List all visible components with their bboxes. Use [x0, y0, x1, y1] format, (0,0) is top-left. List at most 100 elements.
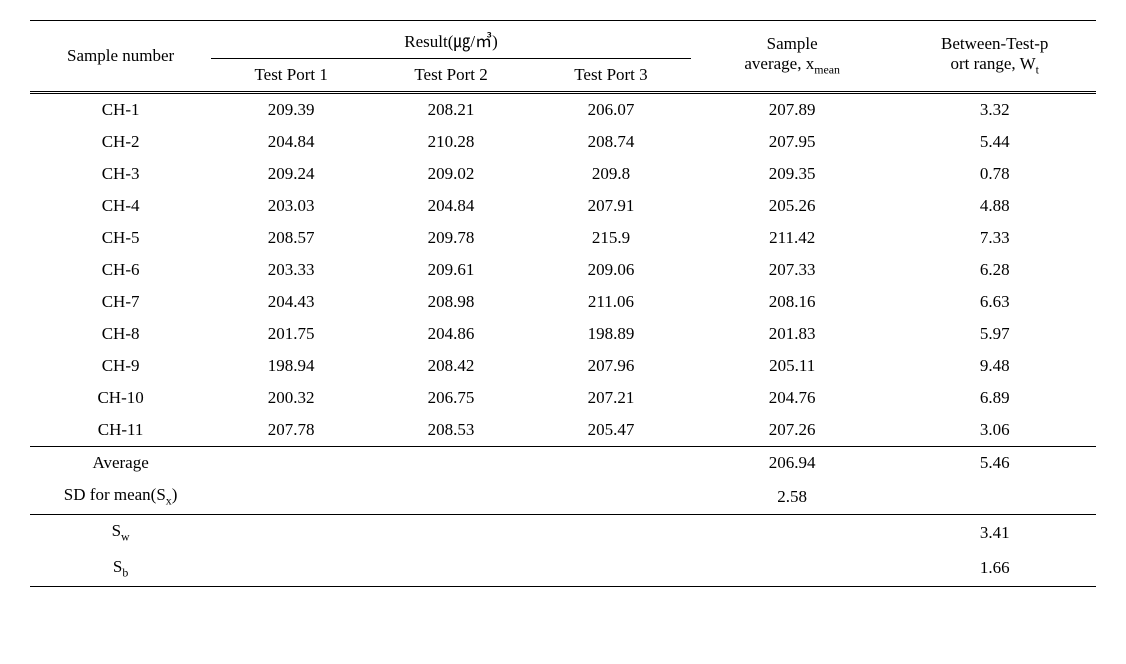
cell-avg: 211.42 — [691, 222, 894, 254]
header-result-group: Result(㎍/㎥) — [211, 21, 691, 59]
cell-port1: 209.24 — [211, 158, 371, 190]
cell-port3: 211.06 — [531, 286, 691, 318]
header-between-line2-pre: ort range, W — [950, 54, 1035, 73]
cell-avg: 208.16 — [691, 286, 894, 318]
summary-sb-value: 1.66 — [893, 551, 1096, 587]
table-header: Sample number Result(㎍/㎥) Sample average… — [30, 21, 1096, 93]
summary-sw-label-pre: S — [112, 521, 121, 540]
table-summary: Average 206.94 5.46 SD for mean(Sx) 2.58… — [30, 447, 1096, 587]
cell-sample: CH-6 — [30, 254, 211, 286]
cell-port1: 204.84 — [211, 126, 371, 158]
cell-port1: 198.94 — [211, 350, 371, 382]
cell-avg: 207.33 — [691, 254, 894, 286]
cell-port2: 208.21 — [371, 93, 531, 127]
cell-port2: 206.75 — [371, 382, 531, 414]
summary-sd-label-post: ) — [172, 485, 178, 504]
cell-range: 3.06 — [893, 414, 1096, 447]
cell-sample: CH-1 — [30, 93, 211, 127]
cell-port3: 206.07 — [531, 93, 691, 127]
table-row: CH-6203.33209.61209.06207.336.28 — [30, 254, 1096, 286]
cell-range: 3.32 — [893, 93, 1096, 127]
cell-sample: CH-8 — [30, 318, 211, 350]
header-sample-average-line2-pre: average, x — [744, 54, 814, 73]
summary-sd-label: SD for mean(Sx) — [30, 479, 211, 515]
cell-port2: 204.84 — [371, 190, 531, 222]
cell-sample: CH-10 — [30, 382, 211, 414]
header-sample-number: Sample number — [30, 21, 211, 93]
header-between-range: Between-Test-p ort range, Wt — [893, 21, 1096, 93]
summary-average-range: 5.46 — [893, 447, 1096, 480]
cell-range: 6.28 — [893, 254, 1096, 286]
cell-port3: 207.96 — [531, 350, 691, 382]
table-row: CH-8201.75204.86198.89201.835.97 — [30, 318, 1096, 350]
cell-port3: 207.91 — [531, 190, 691, 222]
cell-range: 0.78 — [893, 158, 1096, 190]
table-row: CH-7204.43208.98211.06208.166.63 — [30, 286, 1096, 318]
cell-port2: 209.02 — [371, 158, 531, 190]
cell-port2: 208.53 — [371, 414, 531, 447]
summary-sb-label-sub: b — [122, 565, 128, 579]
header-between-line1: Between-Test-p — [941, 34, 1048, 53]
cell-port3: 209.8 — [531, 158, 691, 190]
cell-port2: 209.78 — [371, 222, 531, 254]
table-row: CH-2204.84210.28208.74207.955.44 — [30, 126, 1096, 158]
cell-avg: 209.35 — [691, 158, 894, 190]
cell-range: 5.97 — [893, 318, 1096, 350]
cell-sample: CH-7 — [30, 286, 211, 318]
cell-range: 4.88 — [893, 190, 1096, 222]
summary-sw-label-sub: w — [121, 530, 130, 544]
table-row: CH-3209.24209.02209.8209.350.78 — [30, 158, 1096, 190]
cell-range: 7.33 — [893, 222, 1096, 254]
cell-sample: CH-9 — [30, 350, 211, 382]
header-test-port-2: Test Port 2 — [371, 59, 531, 93]
cell-port2: 208.98 — [371, 286, 531, 318]
cell-range: 5.44 — [893, 126, 1096, 158]
cell-port3: 208.74 — [531, 126, 691, 158]
cell-range: 9.48 — [893, 350, 1096, 382]
cell-port2: 204.86 — [371, 318, 531, 350]
data-table: Sample number Result(㎍/㎥) Sample average… — [30, 20, 1096, 587]
cell-port3: 209.06 — [531, 254, 691, 286]
table-row: CH-9198.94208.42207.96205.119.48 — [30, 350, 1096, 382]
cell-sample: CH-11 — [30, 414, 211, 447]
cell-port3: 215.9 — [531, 222, 691, 254]
table-row: CH-4203.03204.84207.91205.264.88 — [30, 190, 1096, 222]
cell-sample: CH-5 — [30, 222, 211, 254]
cell-port3: 207.21 — [531, 382, 691, 414]
header-sample-average: Sample average, xmean — [691, 21, 894, 93]
cell-port2: 208.42 — [371, 350, 531, 382]
summary-sb-label: Sb — [30, 551, 211, 587]
cell-avg: 207.95 — [691, 126, 894, 158]
header-test-port-3: Test Port 3 — [531, 59, 691, 93]
cell-sample: CH-3 — [30, 158, 211, 190]
cell-port2: 209.61 — [371, 254, 531, 286]
summary-sd-label-pre: SD for mean(S — [64, 485, 166, 504]
header-test-port-1: Test Port 1 — [211, 59, 371, 93]
cell-port1: 201.75 — [211, 318, 371, 350]
cell-port3: 198.89 — [531, 318, 691, 350]
cell-port1: 207.78 — [211, 414, 371, 447]
cell-port1: 203.03 — [211, 190, 371, 222]
table-row: CH-11207.78208.53205.47207.263.06 — [30, 414, 1096, 447]
cell-avg: 207.26 — [691, 414, 894, 447]
cell-range: 6.89 — [893, 382, 1096, 414]
summary-sb-label-pre: S — [113, 557, 122, 576]
table-row: CH-1209.39208.21206.07207.893.32 — [30, 93, 1096, 127]
summary-sw-value: 3.41 — [893, 515, 1096, 551]
cell-port1: 209.39 — [211, 93, 371, 127]
cell-range: 6.63 — [893, 286, 1096, 318]
cell-port2: 210.28 — [371, 126, 531, 158]
cell-sample: CH-2 — [30, 126, 211, 158]
summary-average-label: Average — [30, 447, 211, 480]
cell-avg: 204.76 — [691, 382, 894, 414]
table-row: CH-5208.57209.78215.9211.427.33 — [30, 222, 1096, 254]
table-body: CH-1209.39208.21206.07207.893.32CH-2204.… — [30, 93, 1096, 447]
cell-port1: 204.43 — [211, 286, 371, 318]
cell-port3: 205.47 — [531, 414, 691, 447]
summary-sw-label: Sw — [30, 515, 211, 551]
cell-avg: 205.26 — [691, 190, 894, 222]
cell-avg: 205.11 — [691, 350, 894, 382]
cell-port1: 200.32 — [211, 382, 371, 414]
header-sample-average-line1: Sample — [767, 34, 818, 53]
header-between-sub: t — [1036, 63, 1039, 77]
